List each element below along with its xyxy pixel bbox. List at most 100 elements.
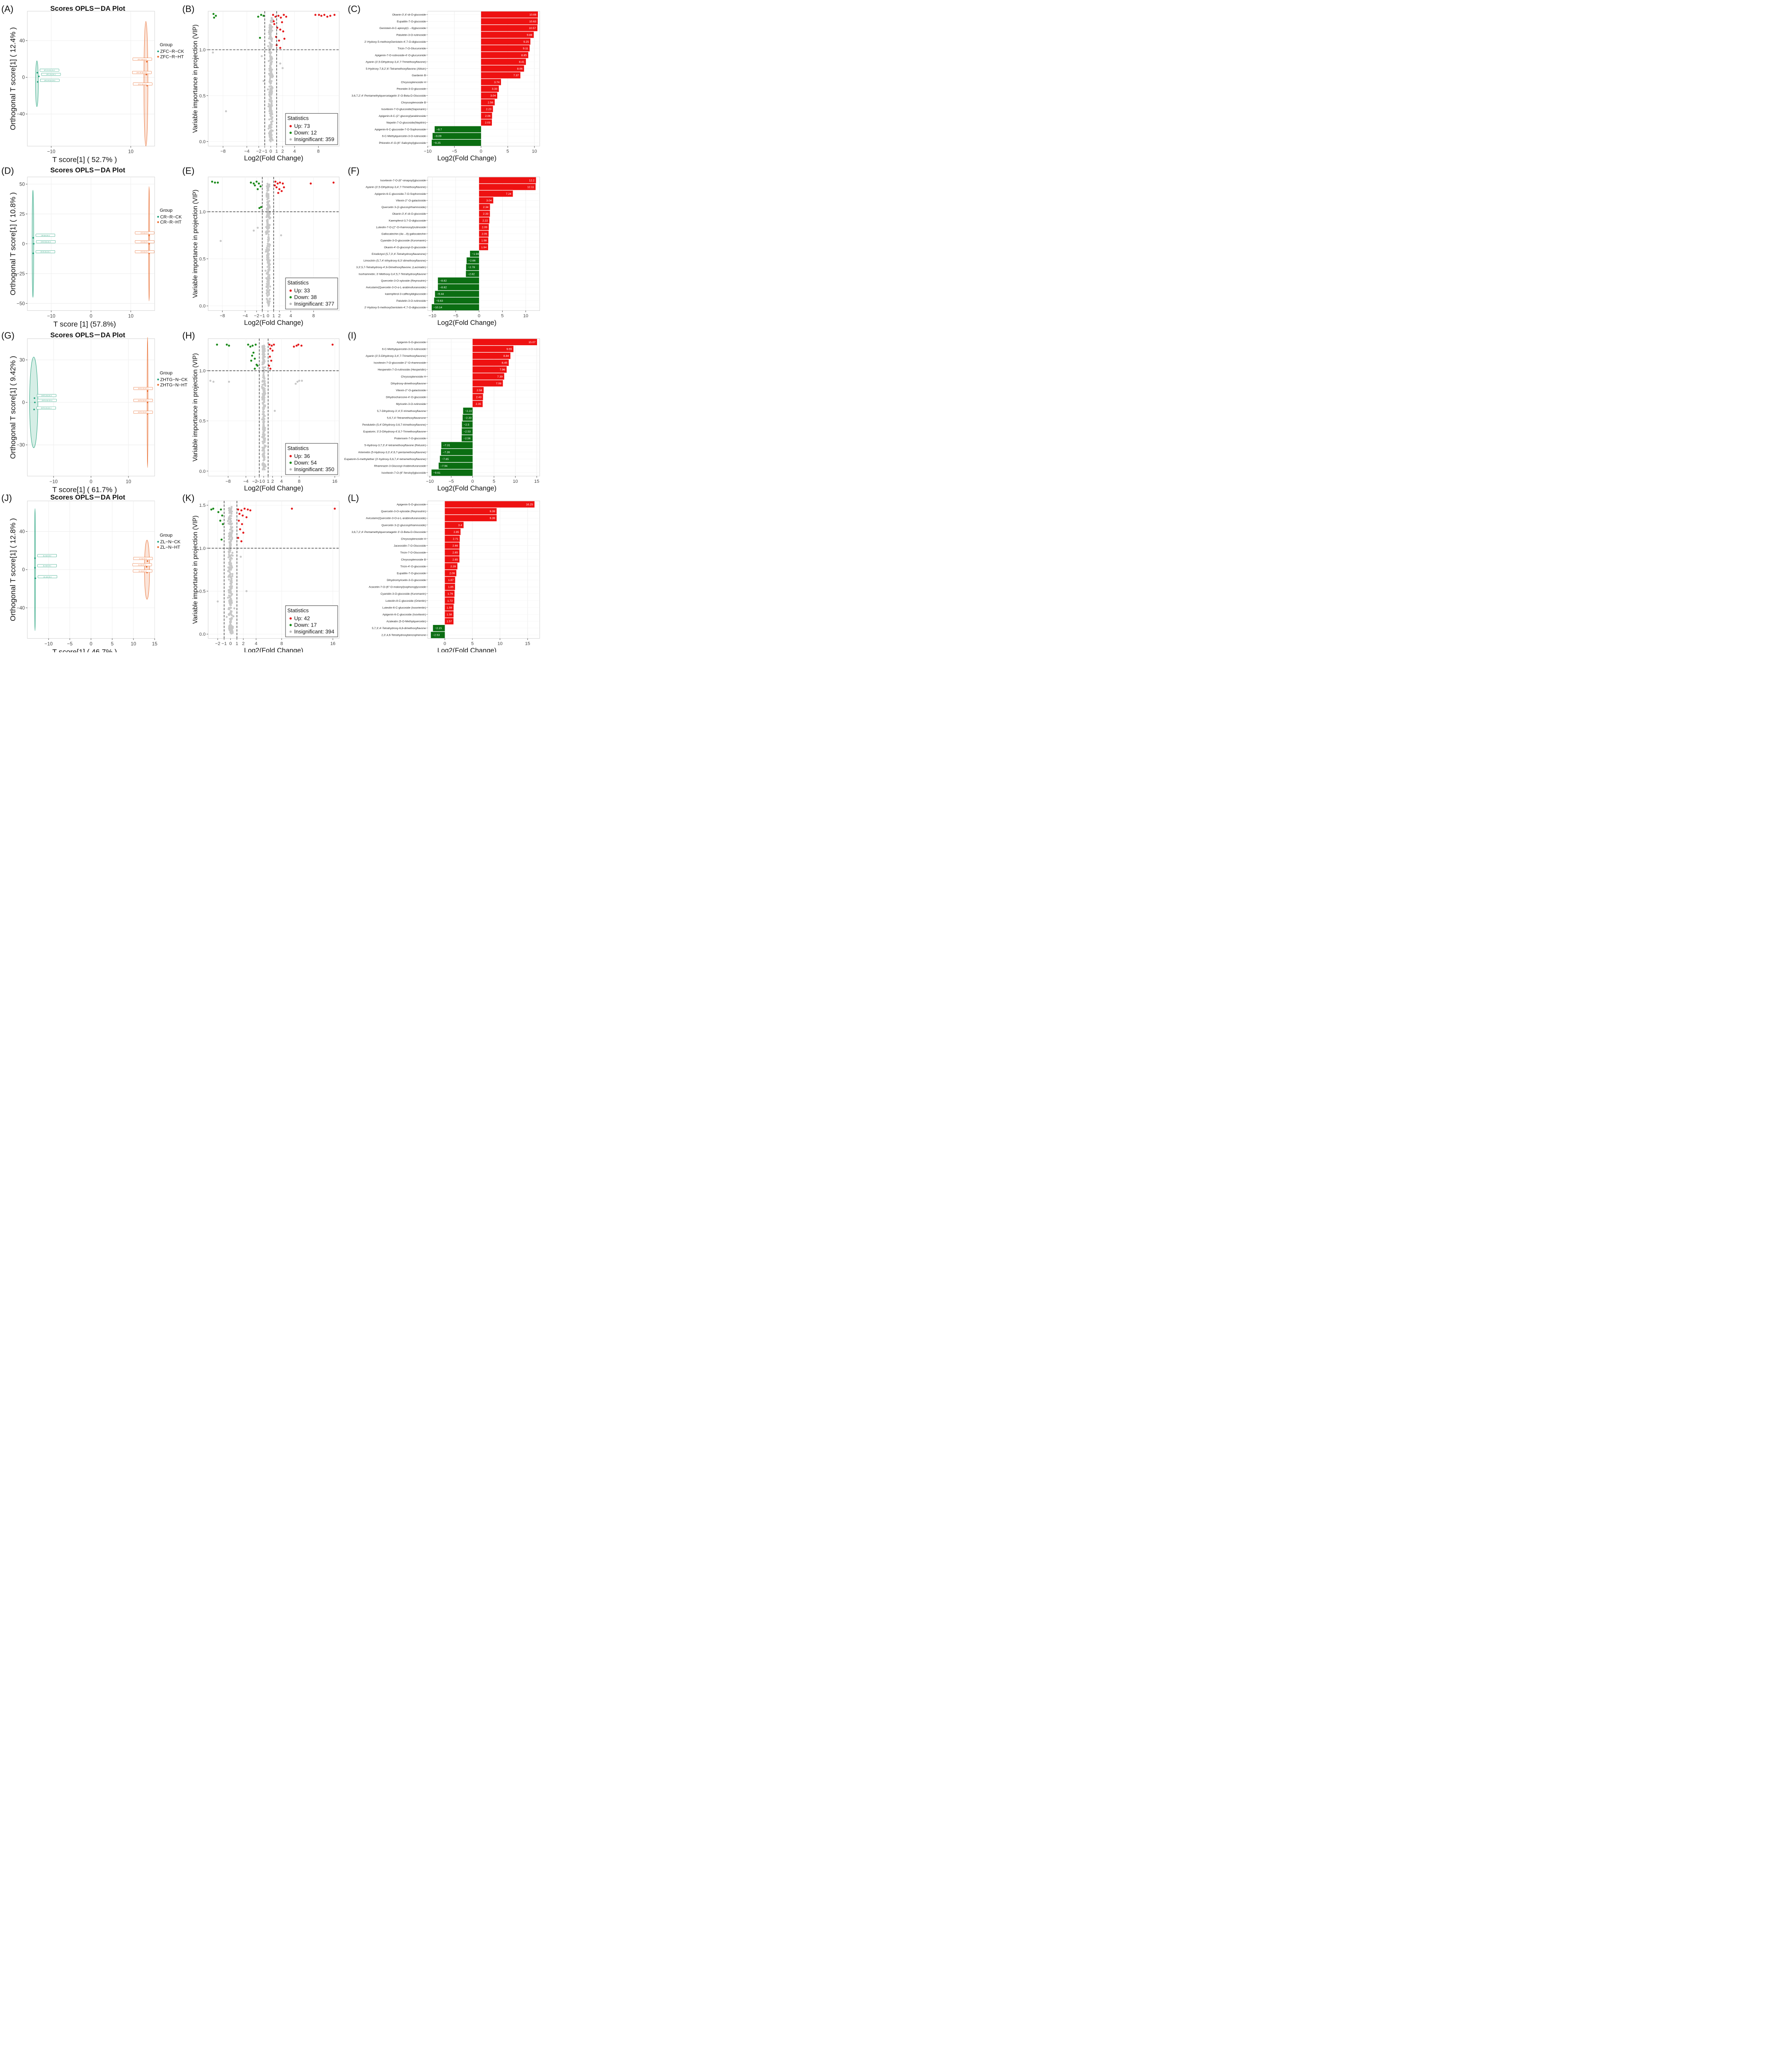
up-point <box>271 349 274 352</box>
x-tick-label: −8 <box>220 149 226 154</box>
insignificant-point <box>229 561 231 563</box>
down-point <box>228 344 230 347</box>
up-bar <box>481 38 530 45</box>
insignificant-point <box>262 462 264 465</box>
up-point <box>273 23 276 25</box>
down-point <box>215 15 217 17</box>
x-tick-label: 10 <box>513 479 518 484</box>
insignificant-point <box>261 348 264 350</box>
up-bar <box>481 92 498 99</box>
category-label: Avicularin(Quercetin-3-O-α-L-arabinofura… <box>366 286 426 289</box>
insignificant-point <box>262 428 265 431</box>
bar-value-label: 10.57 <box>529 27 536 30</box>
category-label: Okanin-3',4'-di-O-glucoside <box>392 14 426 17</box>
insignificant-point <box>270 19 273 22</box>
sample-label: ZHTG-S3-CK-3 <box>42 400 52 402</box>
panel-letter: (C) <box>348 4 361 14</box>
insignificant-point <box>281 67 284 69</box>
insignificant-point <box>261 464 264 466</box>
insignificant-point <box>268 80 271 83</box>
plot-border <box>427 338 540 477</box>
x-tick-label: −10 <box>424 149 432 154</box>
x-axis-label: T score[1] ( 46.7% ) <box>52 648 117 652</box>
sample-point <box>147 390 148 392</box>
up-bar <box>445 535 460 542</box>
insignificant-point <box>267 243 269 245</box>
up-point <box>272 14 274 16</box>
x-tick-label: −8 <box>220 314 225 319</box>
category-label: Isorhamnetin; 3'-Methoxy-3,4',5,7-Tetrah… <box>358 273 426 276</box>
plot-border <box>427 501 540 639</box>
category-label: Myricetin-3-O-rutinoside <box>396 403 426 406</box>
bar-value-label: 7.08 <box>496 382 501 385</box>
insignificant-point <box>212 380 215 383</box>
up-point <box>278 188 281 190</box>
x-tick-label: 5 <box>506 149 509 154</box>
y-tick-label: 30 <box>19 357 25 363</box>
insignificant-point <box>268 289 271 291</box>
up-point <box>242 514 244 517</box>
y-tick-label: 0.5 <box>199 419 206 424</box>
x-tick-label: 4 <box>290 314 292 319</box>
bar-value-label: 10.66 <box>530 14 537 17</box>
insignificant-point <box>230 539 232 542</box>
insignificant-point <box>220 240 222 242</box>
insignificant-point <box>228 579 230 581</box>
category-label: Nepetin-7-O-glucoside(Nepitrin) <box>387 121 426 124</box>
insignificant-point <box>268 280 270 282</box>
insignificant-point <box>267 194 270 197</box>
down-point <box>211 180 213 183</box>
insignificant-point <box>271 90 273 92</box>
insignificant-point <box>262 410 264 413</box>
category-label: Peonidin-3-O-glucoside <box>397 88 426 91</box>
down-point <box>225 344 228 346</box>
bar-value-label: 3.4 <box>458 524 462 527</box>
insignificant-point <box>262 433 264 436</box>
x-tick-label: 5 <box>111 641 114 646</box>
insignificant-point <box>270 63 272 65</box>
bar-value-label: 3.74 <box>494 81 499 84</box>
insignificant-point <box>262 367 264 370</box>
sample-point <box>145 74 147 75</box>
x-tick-label: −10 <box>428 314 436 319</box>
insignificant-point <box>263 361 265 364</box>
legend-label: ZHTG−N−HT <box>160 382 187 387</box>
down-point <box>254 358 256 360</box>
up-point <box>270 359 273 362</box>
insignificant-point <box>262 358 264 360</box>
down-point <box>220 508 222 511</box>
insignificant-point <box>270 115 272 118</box>
sample-label: ZL-S3-CK-3 <box>43 555 51 557</box>
insignificant-point <box>268 118 271 121</box>
sample-label-box <box>135 231 155 235</box>
panel-j: (J) Scores OPLS－DA Plot −10 −5 0 5 10 15 40 0 −40 T… <box>1 493 181 652</box>
bar-value-label: −2.5 <box>464 424 469 426</box>
y-tick-label: 0.0 <box>199 632 206 637</box>
up-point <box>268 365 270 367</box>
x-tick-label: 8 <box>312 314 315 319</box>
insignificant-point <box>262 375 265 377</box>
sample-label: ZHTG-S3-HT-1 <box>138 411 148 413</box>
sample-label-box <box>39 68 59 72</box>
x-tick-label: 5 <box>493 479 495 484</box>
insignificant-point <box>227 520 229 522</box>
insignificant-point <box>230 629 233 631</box>
insignificant-point <box>268 49 271 51</box>
insignificant-point <box>268 237 270 240</box>
down-point <box>221 514 223 517</box>
insignificant-point <box>228 523 230 525</box>
insignificant-point <box>228 566 230 569</box>
x-tick-label: 0 <box>471 479 474 484</box>
category-label: 3,6,7,2',4'-Pentamethylquercetagetin 3'-… <box>351 531 426 534</box>
down-bar <box>438 284 479 290</box>
y-tick-label: 0.5 <box>199 589 206 594</box>
down-point <box>217 511 220 513</box>
bar-value-label: 2.71 <box>453 537 458 540</box>
insignificant-point <box>230 610 233 612</box>
up-point <box>275 186 278 189</box>
insignificant-point <box>228 535 230 537</box>
insignificant-point <box>267 294 269 297</box>
category-label: Kaempferol-3,7-O-diglucoside <box>389 219 426 222</box>
up-point <box>326 15 329 18</box>
insignificant-point <box>269 244 271 246</box>
